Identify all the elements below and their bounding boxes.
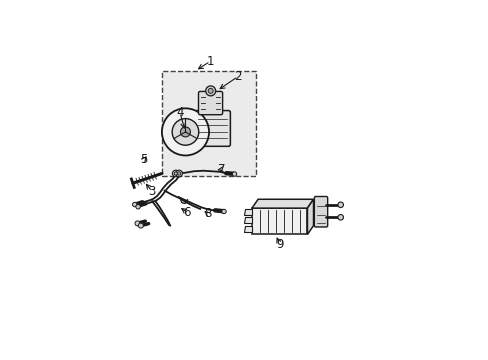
Circle shape [132, 202, 137, 207]
Polygon shape [251, 208, 307, 234]
Polygon shape [243, 217, 251, 224]
FancyBboxPatch shape [198, 91, 222, 115]
Circle shape [162, 108, 208, 156]
Text: 8: 8 [203, 207, 211, 220]
Polygon shape [243, 209, 251, 215]
Circle shape [180, 127, 190, 137]
Circle shape [174, 172, 177, 175]
Circle shape [138, 223, 143, 228]
Polygon shape [251, 199, 313, 208]
Text: 2: 2 [234, 70, 242, 83]
Circle shape [337, 202, 343, 208]
Circle shape [136, 204, 140, 209]
Circle shape [175, 170, 182, 177]
Circle shape [208, 89, 213, 93]
Text: 7: 7 [217, 163, 225, 176]
Circle shape [135, 221, 140, 226]
FancyBboxPatch shape [314, 197, 327, 227]
Text: 9: 9 [275, 238, 283, 251]
Text: 3: 3 [148, 185, 156, 198]
FancyBboxPatch shape [194, 111, 230, 146]
Text: 5: 5 [140, 153, 147, 166]
Text: 1: 1 [206, 55, 214, 68]
Text: 4: 4 [176, 106, 183, 119]
Circle shape [172, 170, 179, 177]
Circle shape [205, 86, 215, 96]
Circle shape [222, 209, 226, 214]
Circle shape [172, 118, 198, 145]
Polygon shape [243, 226, 251, 232]
Circle shape [337, 215, 343, 220]
Polygon shape [307, 199, 313, 234]
Bar [162, 71, 256, 176]
Circle shape [177, 172, 181, 175]
Text: 6: 6 [183, 206, 190, 219]
Circle shape [232, 172, 236, 176]
